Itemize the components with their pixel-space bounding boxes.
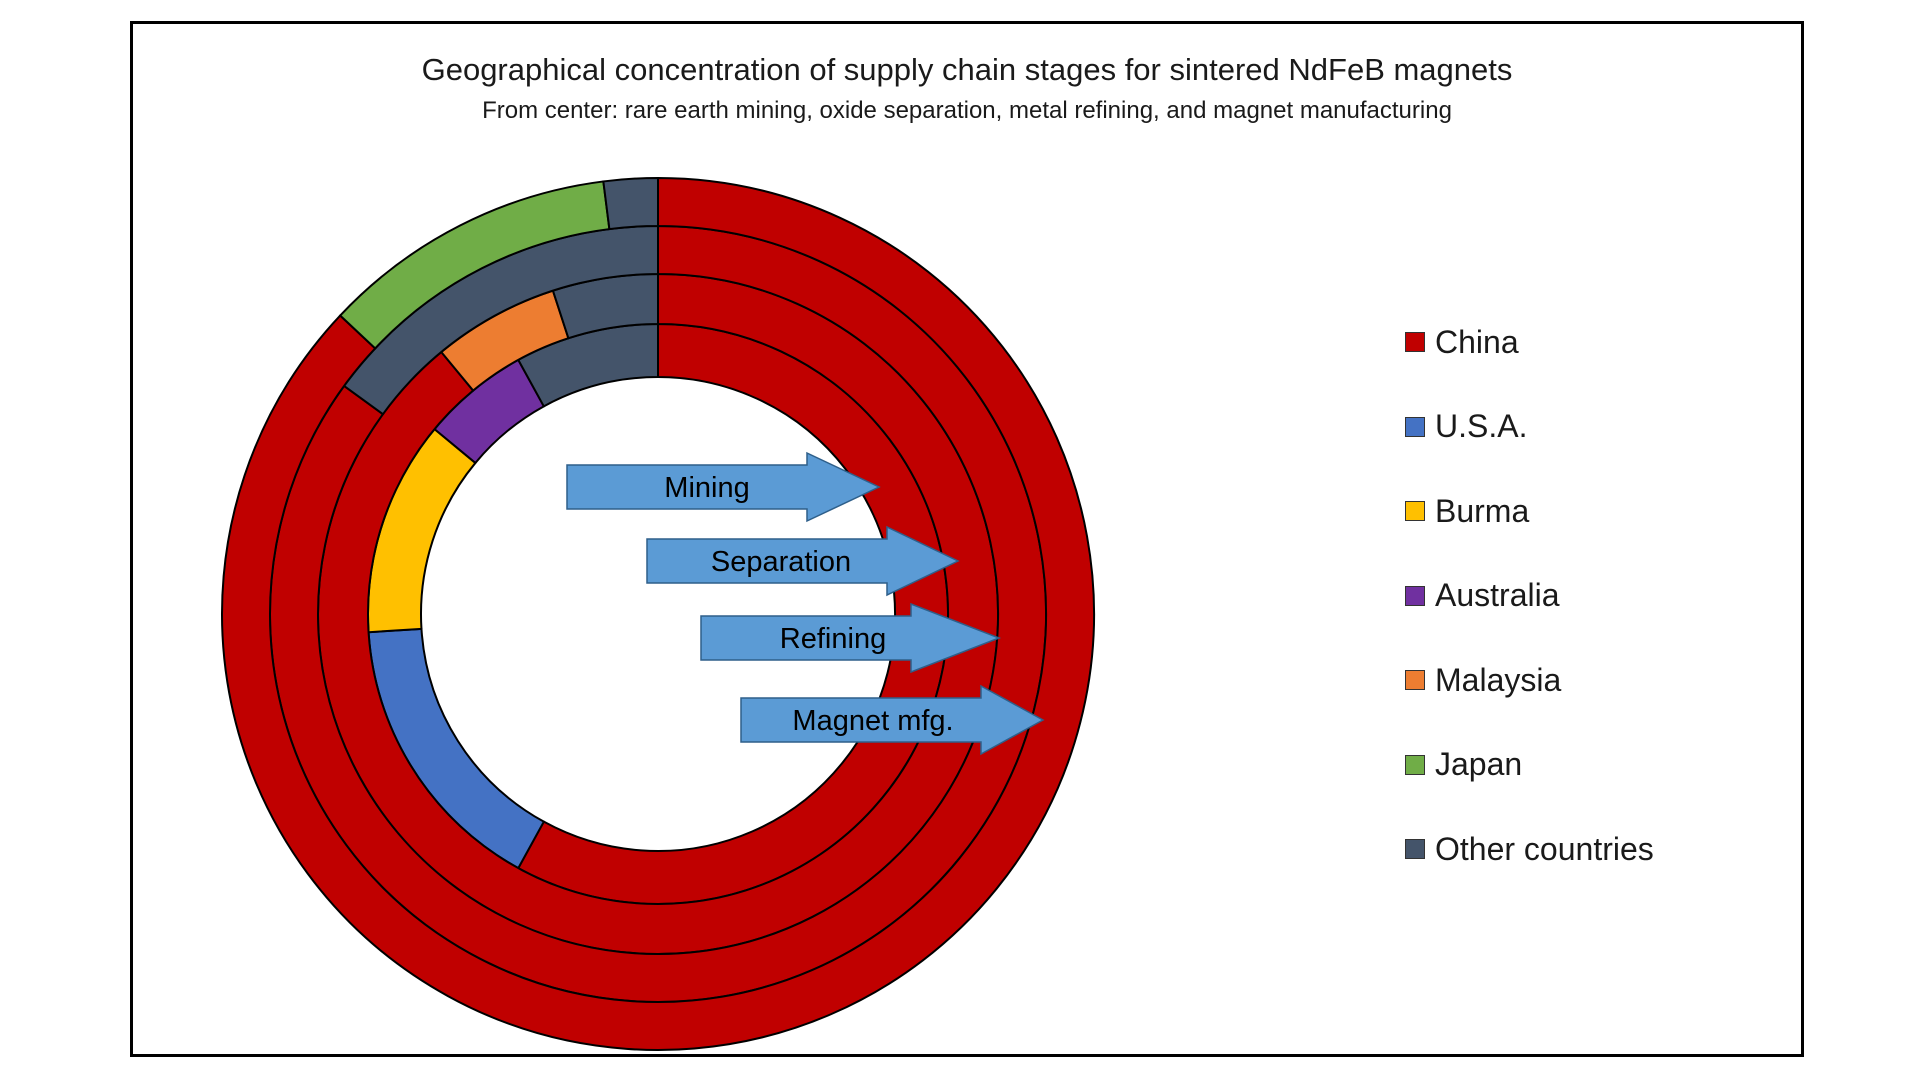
legend-label-burma: Burma xyxy=(1435,492,1530,529)
arrow-separation xyxy=(646,525,960,597)
legend-swatch-u-s-a xyxy=(1405,416,1425,437)
legend-label-other-countries: Other countries xyxy=(1435,830,1654,867)
chart-subtitle: From center: rare earth mining, oxide se… xyxy=(482,97,1452,124)
arrow-label-refining: Refining xyxy=(780,623,886,655)
legend-item-china: China xyxy=(1405,322,1519,362)
legend-label-u-s-a: U.S.A. xyxy=(1435,408,1528,444)
legend-swatch-malaysia xyxy=(1405,670,1425,690)
arrow-label-separation: Separation xyxy=(711,546,851,578)
legend-item-other-countries: Other countries xyxy=(1405,829,1654,869)
arrow-mining xyxy=(566,451,881,523)
legend-item-malaysia: Malaysia xyxy=(1405,660,1561,700)
legend-swatch-australia xyxy=(1405,585,1425,606)
legend-item-japan: Japan xyxy=(1405,745,1522,785)
legend-item-burma: Burma xyxy=(1405,491,1529,531)
legend-item-australia: Australia xyxy=(1405,576,1560,616)
segment-magnet-mfg-other-countries xyxy=(602,176,659,231)
arrow-refining xyxy=(700,602,1002,674)
stage-arrows: Mining Separation Refining Magnet mfg. xyxy=(566,451,1045,756)
donut-chart: Mining Separation Refining Magnet mfg. xyxy=(221,176,1095,1051)
legend-item-u-s-a: U.S.A. xyxy=(1405,407,1527,447)
legend-swatch-other-countries xyxy=(1405,839,1425,859)
legend-label-japan: Japan xyxy=(1435,746,1523,782)
segment-magnet-mfg-china xyxy=(221,176,1095,1051)
chart-frame: Geographical concentration of supply cha… xyxy=(130,21,1804,1057)
legend-swatch-china xyxy=(1405,332,1425,352)
arrow-magnet-mfg xyxy=(740,684,1045,756)
arrow-label-magnet-mfg: Magnet mfg. xyxy=(792,705,953,737)
legend-swatch-japan xyxy=(1405,754,1425,775)
legend-label-malaysia: Malaysia xyxy=(1435,661,1562,698)
arrow-label-mining: Mining xyxy=(664,472,749,504)
legend-swatch-burma xyxy=(1405,501,1425,521)
chart-title: Geographical concentration of supply cha… xyxy=(421,52,1513,87)
legend-label-china: China xyxy=(1435,323,1519,360)
legend-label-australia: Australia xyxy=(1435,577,1560,613)
donut-rings xyxy=(221,176,1095,1051)
